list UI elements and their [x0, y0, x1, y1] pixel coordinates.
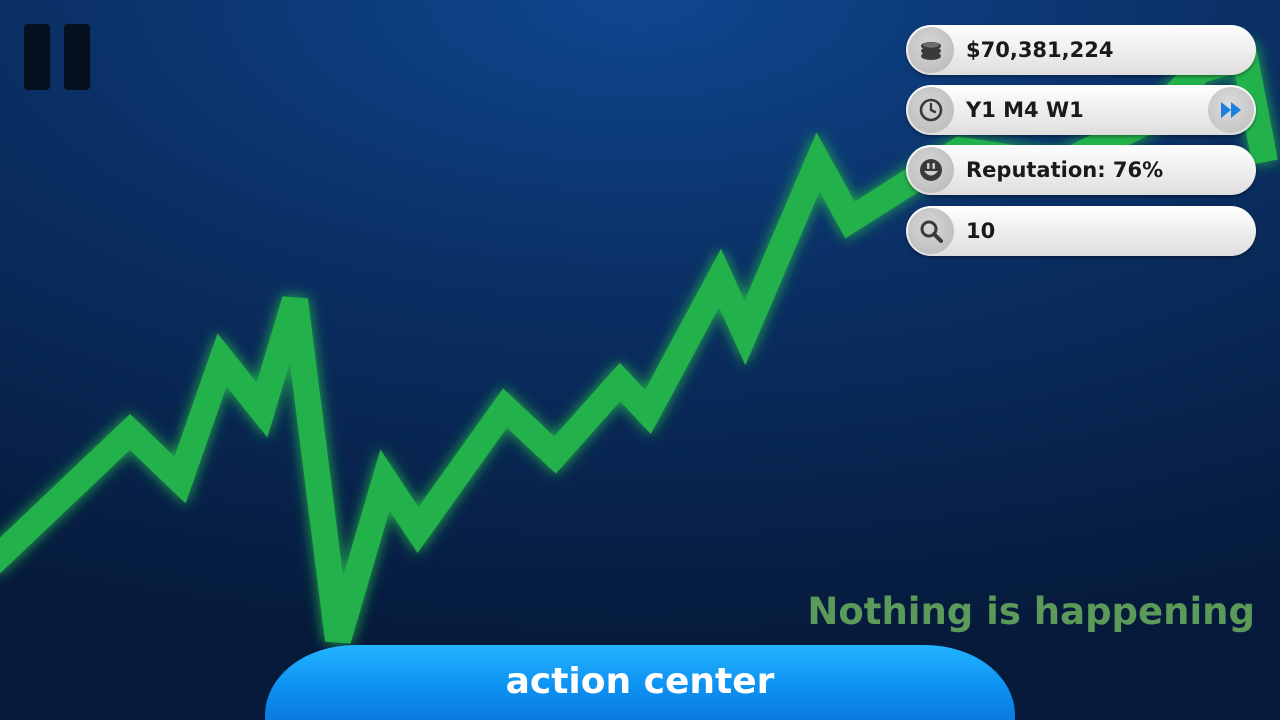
status-message: Nothing is happening — [807, 590, 1255, 633]
reputation-display: Reputation: 76% — [906, 145, 1256, 195]
action-center-button[interactable]: action center — [265, 645, 1015, 720]
fast-forward-button[interactable] — [1208, 87, 1254, 133]
smiley-icon — [908, 147, 954, 193]
fast-forward-icon — [1221, 102, 1241, 118]
money-value: $70,381,224 — [966, 38, 1114, 62]
pause-button[interactable] — [24, 24, 92, 92]
reputation-value: Reputation: 76% — [966, 158, 1164, 182]
pause-icon — [24, 24, 50, 90]
date-value: Y1 M4 W1 — [966, 98, 1084, 122]
money-display: $70,381,224 — [906, 25, 1256, 75]
research-value: 10 — [966, 219, 996, 243]
date-display: Y1 M4 W1 — [906, 85, 1256, 135]
action-center-label: action center — [505, 661, 775, 702]
coin-stack-icon — [908, 27, 954, 73]
research-display: 10 — [906, 206, 1256, 256]
magnifier-icon — [908, 208, 954, 254]
clock-icon — [908, 87, 954, 133]
